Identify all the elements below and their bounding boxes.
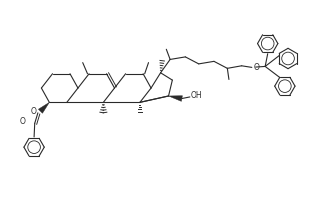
Text: O: O — [19, 117, 25, 126]
Polygon shape — [38, 102, 49, 113]
Text: OH: OH — [191, 92, 203, 100]
Polygon shape — [169, 96, 183, 101]
Text: O: O — [253, 63, 259, 72]
Text: O: O — [31, 107, 37, 116]
